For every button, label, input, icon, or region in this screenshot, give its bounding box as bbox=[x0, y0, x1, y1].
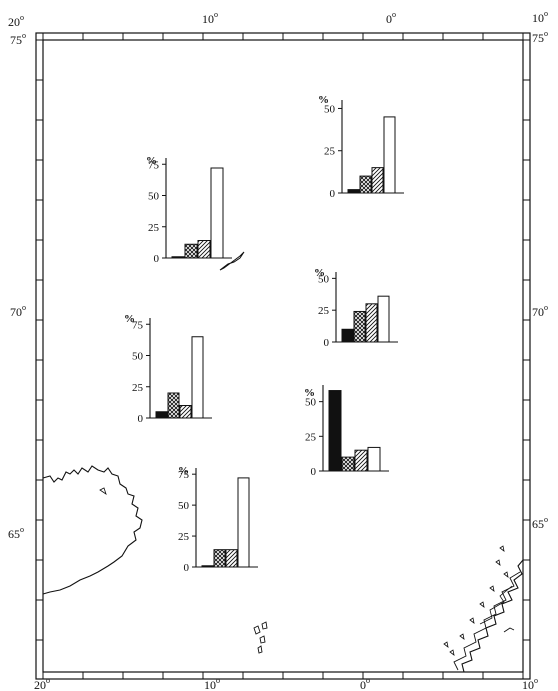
bar-chart-2: % 0 25 50 bbox=[318, 94, 404, 200]
tick-label: 0 bbox=[184, 562, 190, 574]
bar-2 bbox=[353, 310, 366, 343]
lat-label-75-left: 75o bbox=[10, 31, 26, 47]
unit-label: % bbox=[318, 94, 329, 106]
bar-chart-1: % 0 25 50 75 bbox=[146, 155, 232, 265]
bar-4 bbox=[377, 295, 390, 343]
bar-2 bbox=[213, 549, 226, 568]
lat-label-65-left: 65o bbox=[8, 525, 24, 541]
bar-3 bbox=[365, 303, 378, 343]
tick-label: 75 bbox=[132, 319, 144, 331]
bar-2 bbox=[184, 243, 198, 259]
latitude-labels-right: 75o 70o 65o bbox=[532, 29, 548, 531]
tick-label: 0 bbox=[330, 188, 336, 200]
bar-4 bbox=[191, 336, 204, 419]
tick-label: 50 bbox=[132, 351, 144, 363]
tick-label: 50 bbox=[318, 273, 330, 285]
bar-3 bbox=[225, 549, 238, 568]
bar-1 bbox=[201, 565, 214, 568]
tick-label: 25 bbox=[132, 382, 144, 394]
bar-4 bbox=[237, 477, 250, 568]
map-frame bbox=[35, 32, 531, 680]
unit-label: % bbox=[146, 155, 157, 167]
bar-2 bbox=[341, 456, 355, 472]
longitude-labels-bottom: 20o 10o 0o 10o bbox=[34, 676, 538, 691]
tick-label: 25 bbox=[318, 305, 330, 317]
bar-2 bbox=[167, 392, 180, 419]
tick-label: 50 bbox=[178, 500, 190, 512]
bar-4 bbox=[210, 167, 224, 259]
lat-label-75-right: 75o bbox=[532, 29, 548, 45]
bar-chart-4: % 0 25 50 bbox=[314, 267, 398, 349]
lon-label-10w-bottom: 10o bbox=[204, 676, 220, 691]
lon-label-20w-bottom: 20o bbox=[34, 676, 50, 691]
bar-3 bbox=[197, 240, 211, 259]
faroe-islands bbox=[253, 621, 268, 654]
tick-label: 75 bbox=[148, 159, 160, 171]
bar-1 bbox=[347, 189, 360, 194]
lon-label-20w-top: 20o bbox=[8, 13, 24, 29]
lon-label-0-top: 0o bbox=[386, 10, 396, 26]
bar-1 bbox=[171, 256, 185, 259]
unit-label: % bbox=[304, 387, 315, 399]
lat-label-70-right: 70o bbox=[532, 303, 548, 319]
lat-label-65-right: 65o bbox=[532, 515, 548, 531]
unit-label: % bbox=[124, 313, 135, 325]
bar-4 bbox=[367, 446, 381, 472]
tick-label: 50 bbox=[324, 103, 336, 115]
bar-1 bbox=[155, 411, 168, 419]
bar-3 bbox=[354, 449, 368, 472]
bar-chart-5: % 0 25 50 bbox=[304, 385, 389, 478]
bar-1 bbox=[328, 390, 342, 472]
iceland-coastline bbox=[42, 465, 143, 595]
tick-label: 0 bbox=[311, 466, 317, 478]
latitude-labels-left: 75o 70o 65o bbox=[8, 31, 26, 541]
lat-label-70-left: 70o bbox=[10, 303, 26, 319]
tick-label: 25 bbox=[148, 222, 160, 234]
unit-label: % bbox=[178, 465, 189, 477]
unit-label: % bbox=[314, 267, 325, 279]
tick-label: 0 bbox=[324, 337, 330, 349]
tick-label: 25 bbox=[305, 431, 317, 443]
tick-label: 0 bbox=[154, 253, 160, 265]
lon-label-0-bottom: 0o bbox=[360, 676, 370, 691]
lon-label-10e-bottom: 10o bbox=[522, 676, 538, 691]
bar-4 bbox=[383, 116, 396, 194]
lon-label-10w-top: 10o bbox=[202, 10, 218, 26]
bar-2 bbox=[359, 175, 372, 194]
tick-label: 50 bbox=[305, 397, 317, 409]
jan-mayen-island bbox=[219, 251, 245, 271]
norway-coastline bbox=[443, 545, 524, 673]
tick-label: 75 bbox=[178, 469, 190, 481]
bar-chart-3: % 0 25 50 75 bbox=[124, 313, 212, 425]
bar-chart-6: % 0 25 50 75 bbox=[178, 465, 258, 574]
bar-1 bbox=[341, 328, 354, 343]
tick-label: 0 bbox=[138, 413, 144, 425]
tick-label: 25 bbox=[324, 146, 336, 158]
lon-label-10e-top: 10o bbox=[532, 9, 548, 25]
bar-3 bbox=[371, 167, 384, 194]
bar-3 bbox=[179, 405, 192, 419]
longitude-labels-top: 20o 10o 0o 10o bbox=[8, 9, 548, 29]
tick-label: 50 bbox=[148, 191, 160, 203]
tick-label: 25 bbox=[178, 531, 190, 543]
